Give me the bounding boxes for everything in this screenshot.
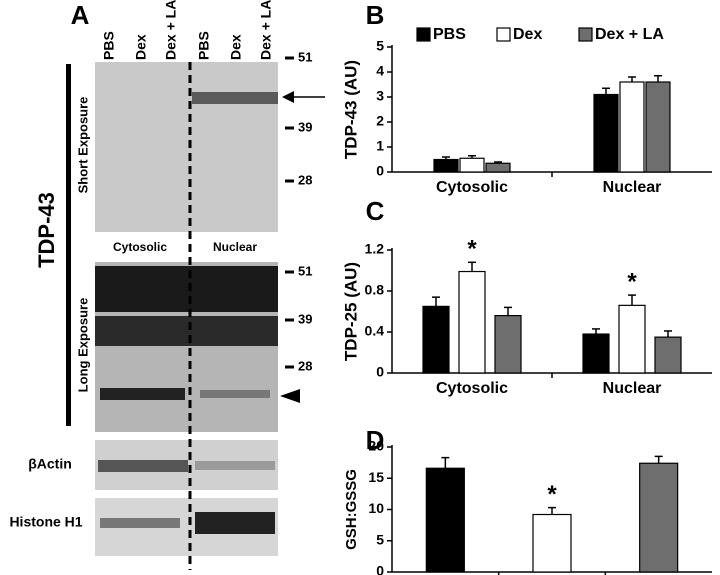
y-tick-label: 0 — [376, 163, 384, 179]
y-tick-label: 20 — [368, 438, 384, 454]
blot-band — [195, 512, 275, 534]
mw-label: 39 — [298, 311, 312, 326]
mw-label: 39 — [298, 119, 312, 134]
bar — [485, 162, 511, 173]
mw-label: 51 — [298, 49, 312, 64]
annotation: * — [627, 268, 637, 295]
control-label: βActin — [28, 456, 72, 472]
x-tick-label: Cytosolic — [436, 179, 508, 196]
y-tick-label: 5 — [376, 38, 384, 54]
legend-label: Dex + LA — [595, 26, 664, 43]
panel-label: B — [366, 0, 385, 30]
blot-band — [192, 92, 278, 104]
blot-band — [98, 460, 188, 472]
panel-label: C — [366, 196, 385, 226]
y-tick-label: 4 — [376, 63, 384, 79]
lane-label: PBS — [196, 31, 212, 60]
bar — [639, 462, 679, 573]
legend-swatch — [416, 27, 431, 42]
y-tick-label: 0 — [376, 563, 384, 575]
bar — [422, 305, 450, 374]
bracket — [66, 64, 71, 426]
annotation: * — [467, 236, 477, 263]
fraction-label: Cytosolic — [113, 240, 167, 254]
y-axis-label: TDP-43 (AU) — [341, 60, 360, 159]
y-axis-label: GSH:GSSG — [343, 469, 360, 550]
y-tick-label: 5 — [376, 531, 384, 547]
y-tick-label: 3 — [376, 88, 384, 104]
y-tick-label: 1.2 — [365, 241, 385, 257]
exposure-label: Long Exposure — [75, 298, 90, 393]
lane-label: Dex — [133, 34, 149, 60]
legend-swatch — [496, 27, 511, 42]
panel-label: A — [71, 0, 90, 30]
short-exposure-blot — [95, 62, 278, 232]
y-tick-label: 0.4 — [365, 323, 385, 339]
y-axis-label: TDP-25 (AU) — [341, 262, 360, 361]
arrow-head — [282, 91, 294, 103]
lane-label: Dex + LA — [163, 0, 179, 60]
x-tick-label: Nuclear — [603, 179, 662, 196]
blot-band — [195, 461, 275, 470]
y-tick-label: 1 — [376, 138, 384, 154]
y-tick-label: 15 — [368, 469, 384, 485]
blot-panel: A PBS Dex Dex + LA PBS Dex Dex + LA TDP-… — [9, 0, 325, 570]
legend-label: Dex — [513, 26, 542, 43]
control-label: Histone H1 — [9, 514, 82, 530]
blot-band — [95, 266, 278, 312]
mw-label: 28 — [298, 172, 312, 187]
bar — [433, 158, 459, 173]
bar — [458, 270, 486, 374]
y-tick-label: 0.8 — [365, 282, 385, 298]
blot-band — [200, 390, 270, 398]
bar — [459, 157, 485, 173]
y-tick-label: 0 — [376, 364, 384, 380]
bar — [618, 304, 646, 374]
mw-label: 28 — [298, 358, 312, 373]
exposure-label: Short Exposure — [75, 97, 90, 194]
bar — [425, 467, 465, 573]
blot-band — [95, 316, 278, 346]
arrowhead-marker — [280, 389, 300, 403]
blot-band — [100, 388, 185, 400]
legend-label: PBS — [433, 26, 466, 43]
bar — [532, 513, 572, 573]
bar — [494, 315, 522, 374]
blot-band — [100, 518, 180, 528]
bar — [619, 81, 645, 173]
x-tick-label: Cytosolic — [436, 380, 508, 397]
lane-label: PBS — [101, 31, 117, 60]
annotation: * — [547, 481, 557, 508]
y-tick-label: 2 — [376, 113, 384, 129]
x-tick-label: Nuclear — [603, 380, 662, 397]
mw-ticks — [285, 56, 294, 369]
bar — [582, 333, 610, 374]
y-tick-label: 10 — [368, 500, 384, 516]
fraction-label: Nuclear — [213, 240, 257, 254]
lane-label: Dex + LA — [258, 0, 274, 60]
mw-label: 51 — [298, 263, 312, 278]
lane-label: Dex — [228, 34, 244, 60]
legend-swatch — [578, 27, 593, 42]
bar — [654, 336, 682, 374]
panel-label: D — [366, 425, 385, 455]
protein-label: TDP-43 — [34, 192, 59, 268]
bar — [593, 93, 619, 173]
bar — [645, 81, 671, 173]
